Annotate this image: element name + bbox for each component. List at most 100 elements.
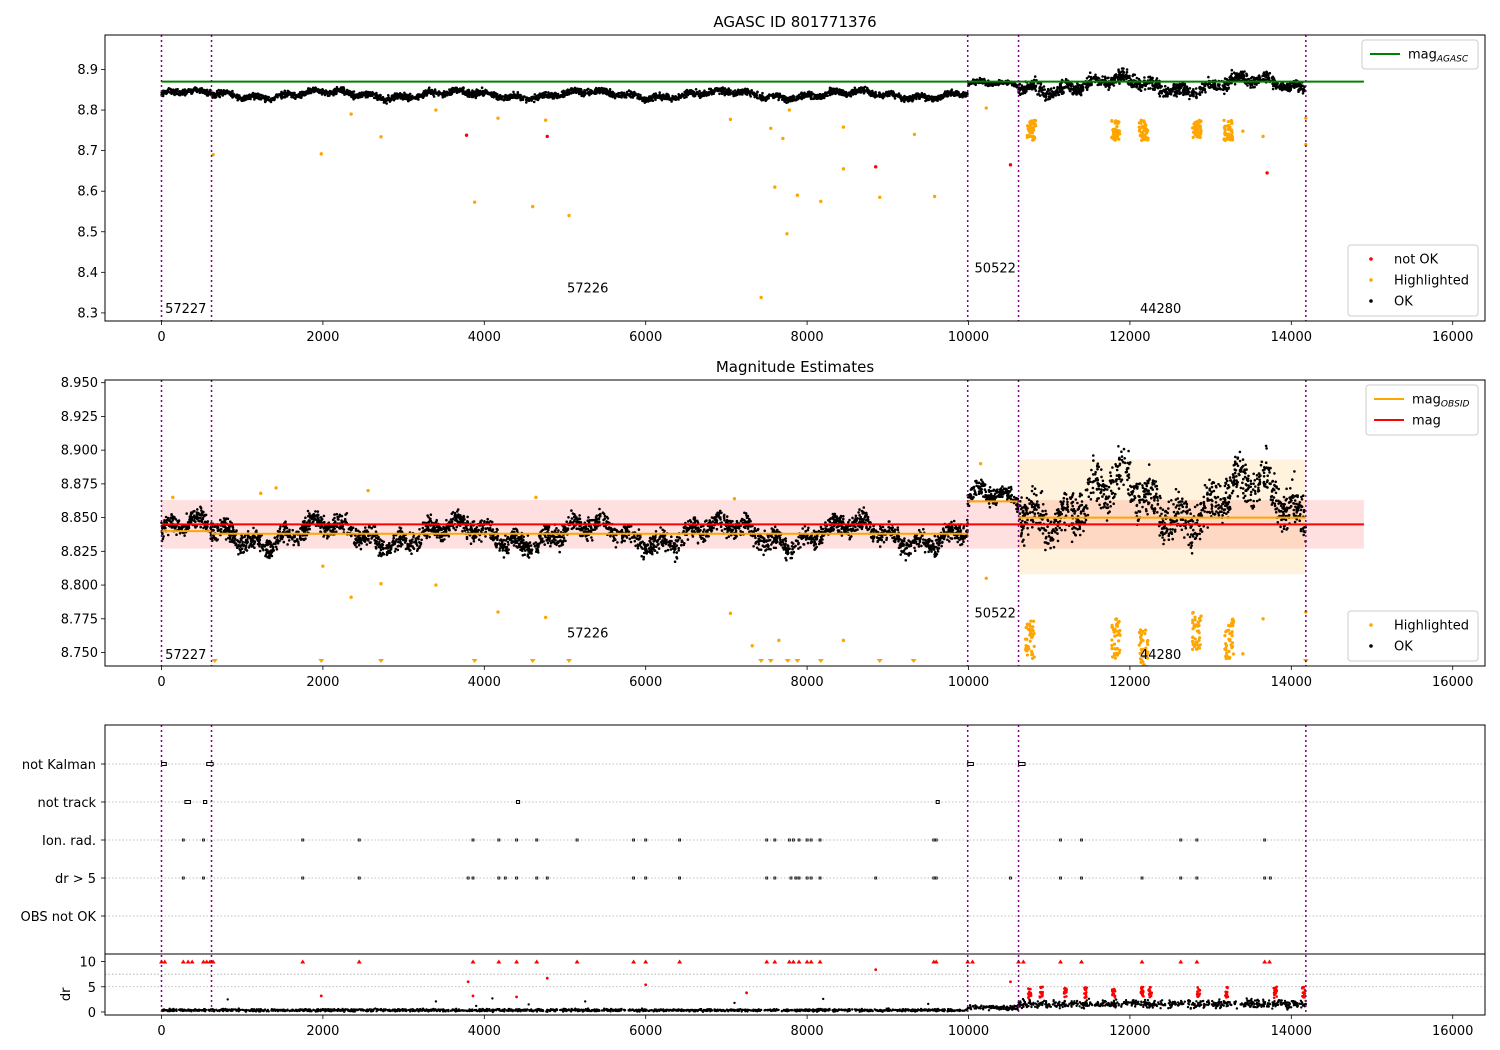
y-tick-label: 10 [79,956,96,971]
x-tick-label: 2000 [306,675,339,690]
flag-marker [1059,876,1062,880]
highlighted-point [1226,655,1230,659]
highlighted-point [1231,652,1236,656]
highlighted-point [1228,138,1233,142]
flag-row-label: dr > 5 [55,872,96,887]
highlighted-point [1230,135,1234,139]
highlighted-point [543,615,548,620]
highlighted-point [785,232,789,236]
highlighted-point [1191,635,1195,639]
x-tick-label: 12000 [1109,1024,1150,1039]
y-tick-label: 8.800 [61,579,98,594]
dr-red-point [745,991,748,995]
y-tick-label: 8.825 [61,545,98,560]
dr-red-point [1041,985,1044,989]
highlighted-point [1231,624,1235,628]
obs-id-label: 57227 [165,648,206,663]
y-tick-label: 8.775 [61,612,98,627]
x-tick-label: 6000 [629,330,662,345]
highlighted-point [1141,660,1145,664]
highlighted-point [543,118,548,122]
highlighted-point [1225,136,1229,141]
highlighted-point [1112,137,1116,141]
ok-points [160,67,1307,105]
flag-marker [301,838,305,842]
highlighted-point [1191,642,1195,646]
dr-clipped-marker [772,959,778,964]
obs-id-label: 44280 [1140,648,1181,663]
flag-marker [934,876,938,880]
dr-red-point [1148,989,1152,993]
dr-ok-points [160,997,1307,1014]
flag-marker [809,876,813,880]
highlighted-point [1224,630,1228,634]
highlighted-point [1027,134,1031,139]
highlighted-point [1196,122,1200,127]
highlighted-point [1138,657,1143,661]
highlighted-below-marker [318,659,325,663]
highlighted-below-marker [767,659,774,663]
flag-marker [301,876,305,880]
dr-clipped-marker [1178,959,1184,964]
dr-red-point [1039,990,1043,994]
highlighted-point [1145,131,1149,135]
legend-dot-swatch [1369,257,1373,261]
highlighted-point [171,495,175,500]
highlighted-point [1144,664,1148,666]
x-tick-label: 10000 [948,675,989,690]
x-tick-label: 4000 [468,675,501,690]
highlighted-point [366,488,370,493]
y-tick-label: 8.875 [61,477,98,492]
flag-marker [516,800,521,804]
flag-marker [1080,876,1083,880]
highlighted-point [1230,641,1235,645]
highlighted-point [1146,650,1150,654]
flag-marker [678,838,681,842]
highlighted-point [1113,130,1117,134]
highlighted-point [759,295,763,300]
y-tick-label: 8.5 [77,225,98,240]
highlighted-point [1139,632,1143,636]
highlighted-point [1143,123,1148,127]
x-tick-label: 16000 [1432,675,1473,690]
highlighted-point [1110,118,1114,123]
dr-red-point [1274,990,1278,994]
legend-frame [1347,610,1479,662]
highlighted-point [319,152,323,156]
dr-red-point [1301,994,1304,998]
legend-dot-swatch [1369,278,1373,282]
highlighted-point [472,200,477,204]
highlighted-point [1191,618,1195,622]
highlighted-point [1110,625,1114,629]
highlighted-point [1229,128,1233,133]
dr-red-point [1040,994,1044,998]
flag-marker [967,762,974,766]
highlighted-point [1031,625,1035,629]
flag-marker [535,876,539,880]
highlighted-point [1304,116,1308,120]
highlighted-point [878,195,882,199]
highlighted-point [349,112,353,116]
legend: magAGASC [1361,39,1479,70]
highlighted-point [1137,128,1142,133]
highlighted-below-marker [817,659,824,663]
highlighted-point [1195,133,1199,137]
highlighted-point [1224,646,1228,650]
highlighted-below-marker [471,659,478,663]
highlighted-point [1231,621,1235,625]
dr-red-point [1113,995,1117,999]
dr-red-point [545,976,549,980]
highlighted-point [750,644,754,648]
highlighted-point [1137,643,1141,647]
panel-title: Magnitude Estimates [716,358,874,376]
highlighted-point [1118,628,1122,633]
highlighted-point [1226,132,1230,136]
legend-label: mag [1412,414,1441,429]
x-tick-label: 14000 [1271,1024,1312,1039]
flag-marker [466,876,470,880]
x-tick-label: 10000 [948,1024,989,1039]
highlighted-point [1028,629,1033,633]
flag-marker [1009,876,1012,880]
dr-clipped-marker [574,959,580,964]
dr-clipped-marker [804,959,810,964]
